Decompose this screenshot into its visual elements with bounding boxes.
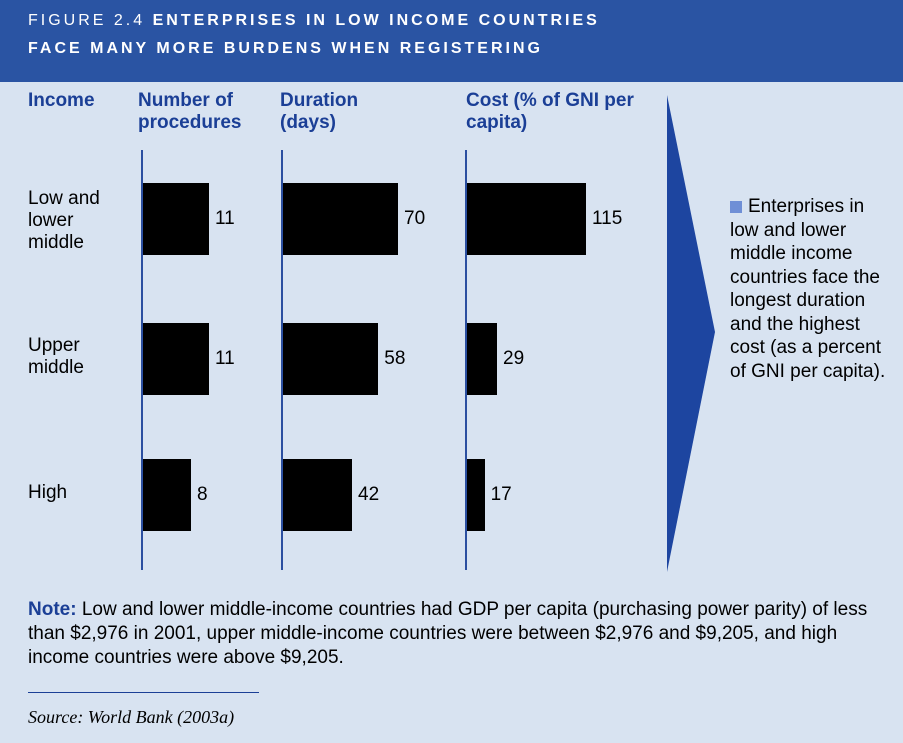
series-header: Number of procedures [138,90,242,133]
source: Source: World Bank (2003a) [28,707,235,727]
header: FIGURE 2.4 ENTERPRISES IN LOW INCOME COU… [0,0,903,82]
category-label: Upper middle [28,335,84,378]
bar [283,183,398,255]
axis-line [141,150,143,570]
value-label: 11 [215,208,235,229]
value-label: 115 [592,208,623,229]
bar [143,183,209,255]
note-label: Note: [28,599,77,620]
bar [283,323,379,395]
axis-line [281,150,283,570]
arrow [667,95,715,572]
value-label: 42 [358,484,380,505]
title-line: FACE MANY MORE BURDENS WHEN REGISTERING [28,40,543,57]
title: ENTERPRISES IN LOW INCOME COUNTRIES [152,12,600,29]
bar [143,323,209,395]
series-header: Duration (days) [280,90,359,133]
bar [467,323,497,395]
value-label: 29 [503,348,525,369]
value-label: 8 [197,484,208,505]
bar [143,459,191,531]
value-label: 58 [384,348,406,369]
axis-line [465,150,467,570]
rule [28,692,259,693]
bullet [730,201,742,213]
value-label: 70 [404,208,426,229]
category-header: Income [28,90,95,111]
series-header: Cost (% of GNI per capita) [466,90,634,133]
annotation: Enterprises in low and lower middle inco… [730,196,886,382]
bar [283,459,352,531]
value-label: 17 [490,484,512,505]
category-label: Low and lower middle [28,188,100,253]
value-label: 11 [215,348,235,369]
figure-label: FIGURE 2.4 [28,12,146,29]
category-label: High [28,482,68,503]
bar [467,459,485,531]
note: Note: Low and lower middle-income countr… [28,598,888,670]
title-line: FIGURE 2.4 ENTERPRISES IN LOW INCOME COU… [28,12,600,30]
note-text: Low and lower middle-income countries ha… [28,599,868,668]
bar [467,183,586,255]
